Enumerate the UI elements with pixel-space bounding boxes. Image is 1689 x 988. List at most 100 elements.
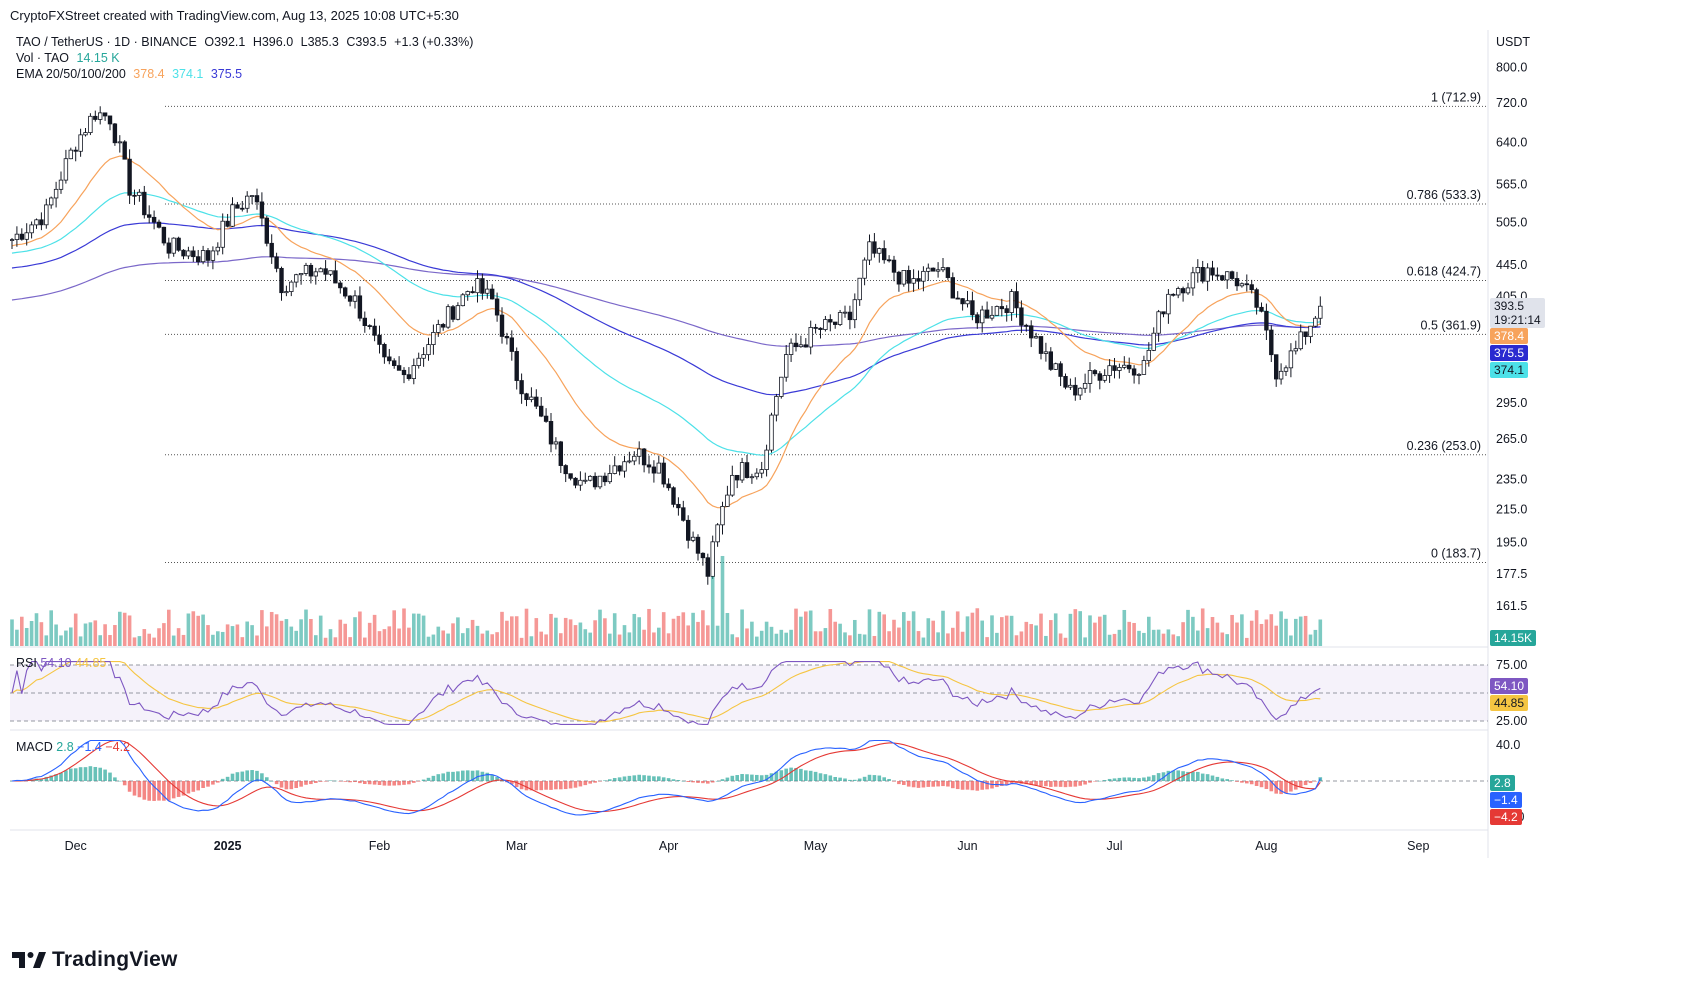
volume-bar — [88, 622, 93, 646]
candle-body — [1151, 332, 1156, 351]
macd-histogram-bar — [1289, 781, 1293, 792]
volume-bar — [372, 614, 377, 646]
volume-bar — [348, 637, 352, 646]
macd-histogram-bar — [240, 771, 245, 781]
candle-body — [274, 256, 279, 269]
volume-bar — [936, 632, 940, 646]
candle-body — [367, 325, 372, 327]
candle-body — [1254, 289, 1259, 308]
macd-histogram-bar — [436, 774, 441, 781]
macd-histogram-bar — [661, 777, 666, 781]
candle-body — [607, 473, 612, 483]
volume-bar — [1127, 621, 1131, 646]
candle-body — [1097, 373, 1102, 381]
volume-bar — [29, 620, 34, 646]
volume-bar — [34, 613, 39, 646]
macd-histogram-bar — [1073, 781, 1078, 787]
macd-histogram-bar — [152, 781, 156, 801]
rsi-label: RSI — [16, 656, 37, 670]
candle-body — [1161, 311, 1166, 315]
volume-bar — [299, 619, 303, 646]
candle-body — [396, 365, 402, 371]
volume-bar — [328, 629, 333, 646]
macd-histogram-bar — [1259, 781, 1264, 788]
candle-body — [416, 357, 421, 367]
volume-bar — [436, 626, 441, 646]
candle-body — [293, 274, 299, 283]
macd-histogram-bar — [740, 774, 744, 781]
candle-body — [774, 396, 779, 416]
y-axis-label: 800.0 — [1496, 61, 1527, 75]
candle-body — [1033, 336, 1039, 339]
candle-body — [1249, 284, 1254, 291]
macd-histogram-bar — [1147, 776, 1151, 781]
candle-body — [1200, 267, 1205, 282]
macd-histogram-bar — [779, 770, 784, 781]
candle-body — [759, 469, 764, 474]
macd-histogram-bar — [78, 767, 83, 781]
candle-body — [485, 288, 490, 294]
volume-bar — [338, 619, 343, 646]
volume-bar — [132, 637, 137, 646]
volume-bar — [1171, 634, 1176, 646]
macd-histogram-bar — [1245, 781, 1249, 784]
volume-bar — [485, 630, 490, 646]
volume-bar — [402, 608, 406, 646]
macd-histogram-bar — [475, 770, 480, 781]
candle-body — [19, 233, 24, 240]
macd-histogram-bar — [392, 781, 396, 786]
volume-bar — [617, 634, 622, 646]
volume-bar — [745, 628, 749, 646]
volume-bar — [1034, 625, 1038, 646]
candle-body — [426, 344, 431, 356]
candle-body — [14, 233, 20, 240]
candle-body — [700, 552, 706, 559]
volume-bar — [872, 635, 877, 646]
volume-bar — [358, 611, 362, 646]
y-axis-label: 505.0 — [1496, 215, 1527, 229]
macd-histogram-bar — [176, 781, 181, 797]
rsi-line — [11, 661, 1321, 725]
macd-histogram-bar — [255, 770, 259, 781]
volume-bar — [103, 624, 107, 646]
volume-bar — [39, 622, 44, 646]
volume-bar — [902, 612, 906, 646]
candle-body — [382, 344, 387, 358]
volume-bar — [593, 620, 597, 646]
macd-histogram-bar — [1230, 780, 1234, 781]
macd-histogram-bar — [1102, 780, 1107, 781]
candle-body — [83, 132, 88, 136]
volume-bar — [480, 633, 485, 646]
candle-body — [303, 264, 309, 274]
chart-frame[interactable]: 800.0 720.0 640.0 565.0 505.0 445.0 405.0 295.0… — [10, 30, 1680, 930]
open-label: O — [204, 35, 215, 49]
candle-body — [1234, 278, 1240, 287]
volume-bar — [911, 611, 916, 646]
volume-bar — [1019, 631, 1024, 646]
candle-body — [686, 519, 691, 541]
macd-histogram-bar — [1137, 778, 1141, 781]
candle-body — [254, 195, 260, 203]
candle-body — [980, 309, 985, 324]
candle-body — [1313, 317, 1318, 327]
volume-bar — [1225, 634, 1229, 646]
volume-bar — [877, 611, 882, 646]
volume-tag: 14.15K — [1490, 630, 1537, 646]
candle-body — [519, 380, 524, 395]
candle-body — [1082, 383, 1088, 389]
volume-bar — [857, 633, 862, 646]
macd-histogram-bar — [353, 781, 357, 783]
candle-body — [632, 455, 637, 462]
candle-body — [984, 309, 990, 319]
tradingview-logo[interactable]: TradingView — [12, 948, 178, 972]
macd-histogram-bar — [127, 781, 132, 792]
ema200-line — [11, 256, 1321, 347]
volume-bar — [1039, 613, 1043, 646]
candle-body — [1288, 350, 1294, 369]
chart-canvas[interactable]: 800.0720.0640.0565.0505.0445.0405.0295.0… — [10, 30, 1680, 930]
candle-body — [176, 237, 181, 251]
volume-bar — [882, 614, 886, 646]
candle-body — [558, 441, 563, 466]
volume-bar — [897, 627, 901, 646]
volume-bar — [284, 619, 289, 646]
